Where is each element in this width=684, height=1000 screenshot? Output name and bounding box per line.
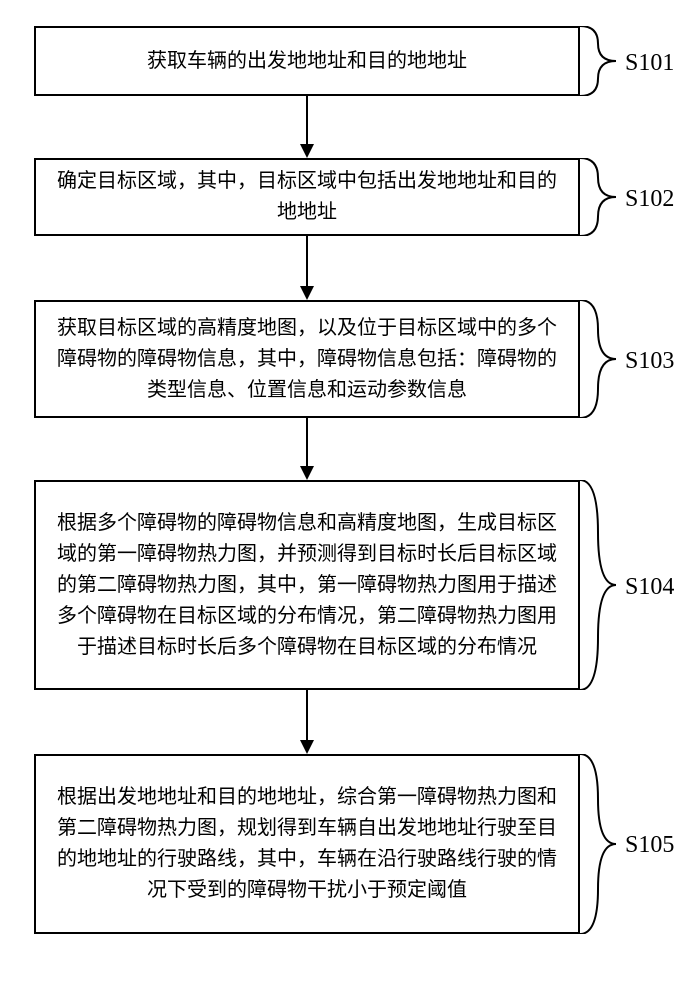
step-s103: 获取目标区域的高精度地图，以及位于目标区域中的多个障碍物的障碍物信息，其中，障碍… <box>34 300 580 418</box>
label-s105: S105 <box>625 832 674 859</box>
step-s104: 根据多个障碍物的障碍物信息和高精度地图，生成目标区域的第一障碍物热力图，并预测得… <box>34 480 580 690</box>
flowchart-canvas: 获取车辆的出发地地址和目的地地址 S101 确定目标区域，其中，目标区域中包括出… <box>0 0 684 1000</box>
step-s102-text: 确定目标区域，其中，目标区域中包括出发地地址和目的地地址 <box>54 166 560 228</box>
label-s104: S104 <box>625 574 674 601</box>
brace-s103 <box>580 300 620 418</box>
step-s103-text: 获取目标区域的高精度地图，以及位于目标区域中的多个障碍物的障碍物信息，其中，障碍… <box>54 313 560 406</box>
arrow-s103-s104-line <box>306 418 308 466</box>
step-s101-text: 获取车辆的出发地地址和目的地地址 <box>147 46 467 77</box>
step-s104-text: 根据多个障碍物的障碍物信息和高精度地图，生成目标区域的第一障碍物热力图，并预测得… <box>54 508 560 663</box>
step-s101: 获取车辆的出发地地址和目的地地址 <box>34 26 580 96</box>
brace-s104 <box>580 480 620 690</box>
arrow-s102-s103-head <box>300 286 314 300</box>
label-s103: S103 <box>625 348 674 375</box>
arrow-s104-s105-head <box>300 740 314 754</box>
arrow-s104-s105-line <box>306 690 308 740</box>
label-s102: S102 <box>625 186 674 213</box>
step-s102: 确定目标区域，其中，目标区域中包括出发地地址和目的地地址 <box>34 158 580 236</box>
step-s105: 根据出发地地址和目的地地址，综合第一障碍物热力图和第二障碍物热力图，规划得到车辆… <box>34 754 580 934</box>
label-s102-text: S102 <box>625 186 674 212</box>
arrow-s102-s103-line <box>306 236 308 286</box>
label-s104-text: S104 <box>625 574 674 600</box>
brace-s101 <box>580 26 620 96</box>
label-s105-text: S105 <box>625 832 674 858</box>
label-s103-text: S103 <box>625 348 674 374</box>
label-s101-text: S101 <box>625 50 674 76</box>
arrow-s101-s102-head <box>300 144 314 158</box>
arrow-s103-s104-head <box>300 466 314 480</box>
brace-s102 <box>580 158 620 236</box>
brace-s105 <box>580 754 620 934</box>
label-s101: S101 <box>625 50 674 77</box>
arrow-s101-s102-line <box>306 96 308 144</box>
step-s105-text: 根据出发地地址和目的地地址，综合第一障碍物热力图和第二障碍物热力图，规划得到车辆… <box>54 782 560 906</box>
